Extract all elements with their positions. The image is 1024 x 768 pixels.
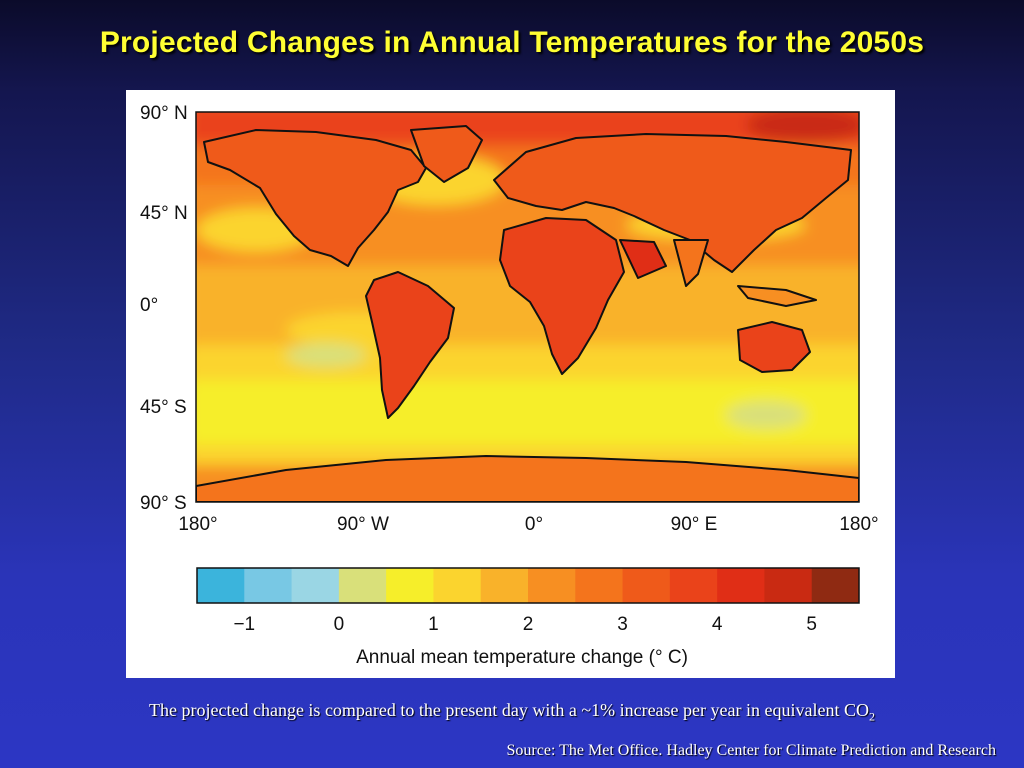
latitude-label: 45° N — [140, 203, 188, 224]
colorbar-frame — [196, 567, 860, 604]
longitude-label: 180° — [839, 514, 878, 535]
longitude-label: 0° — [525, 514, 543, 535]
colorbar — [196, 567, 860, 604]
latitude-label: 0° — [140, 295, 158, 316]
colorbar-tick-label: 5 — [806, 614, 817, 635]
caption: The projected change is compared to the … — [0, 700, 1024, 725]
colorbar-swatch — [386, 568, 434, 603]
colorbar-swatch — [433, 568, 482, 603]
colorbar-tick-labels: −1 0 1 2 3 4 5 — [233, 614, 817, 635]
colorbar-swatch — [244, 568, 293, 603]
colorbar-swatch — [197, 568, 245, 603]
caption-text: The projected change is compared to the … — [149, 700, 869, 720]
latitude-label: 90° S — [140, 493, 187, 514]
longitude-label: 90° W — [337, 514, 389, 535]
colorbar-swatch — [291, 568, 340, 603]
temperature-field — [196, 112, 859, 502]
colorbar-tick-label: 4 — [712, 614, 723, 635]
colorbar-swatch — [764, 568, 813, 603]
colorbar-swatch — [528, 568, 576, 603]
colorbar-swatch — [622, 568, 671, 603]
latitude-labels: 90° N 45° N 0° 45° S 90° S — [140, 103, 188, 514]
longitude-label: 90° E — [671, 514, 718, 535]
colorbar-label: Annual mean temperature change (° C) — [356, 647, 688, 668]
longitude-label: 180° — [178, 514, 217, 535]
colorbar-tick-label: 0 — [334, 614, 345, 635]
colorbar-swatch — [480, 568, 529, 603]
colorbar-tick-label: 1 — [428, 614, 439, 635]
latitude-label: 90° N — [140, 103, 188, 124]
colorbar-swatch — [575, 568, 624, 603]
source-credit: Source: The Met Office. Hadley Center fo… — [506, 742, 996, 759]
colorbar-tick-label: −1 — [233, 614, 255, 635]
colorbar-tick-label: 2 — [523, 614, 534, 635]
colorbar-swatch — [669, 568, 718, 603]
colorbar-swatch — [811, 568, 860, 603]
colorbar-swatch — [338, 568, 387, 603]
caption-subscript: 2 — [868, 709, 875, 724]
slide-title: Projected Changes in Annual Temperatures… — [99, 26, 925, 59]
latitude-label: 45° S — [140, 397, 187, 418]
colorbar-swatch — [717, 568, 765, 603]
longitude-labels: 180° 90° W 0° 90° E 180° — [178, 514, 878, 535]
colorbar-tick-label: 3 — [617, 614, 628, 635]
